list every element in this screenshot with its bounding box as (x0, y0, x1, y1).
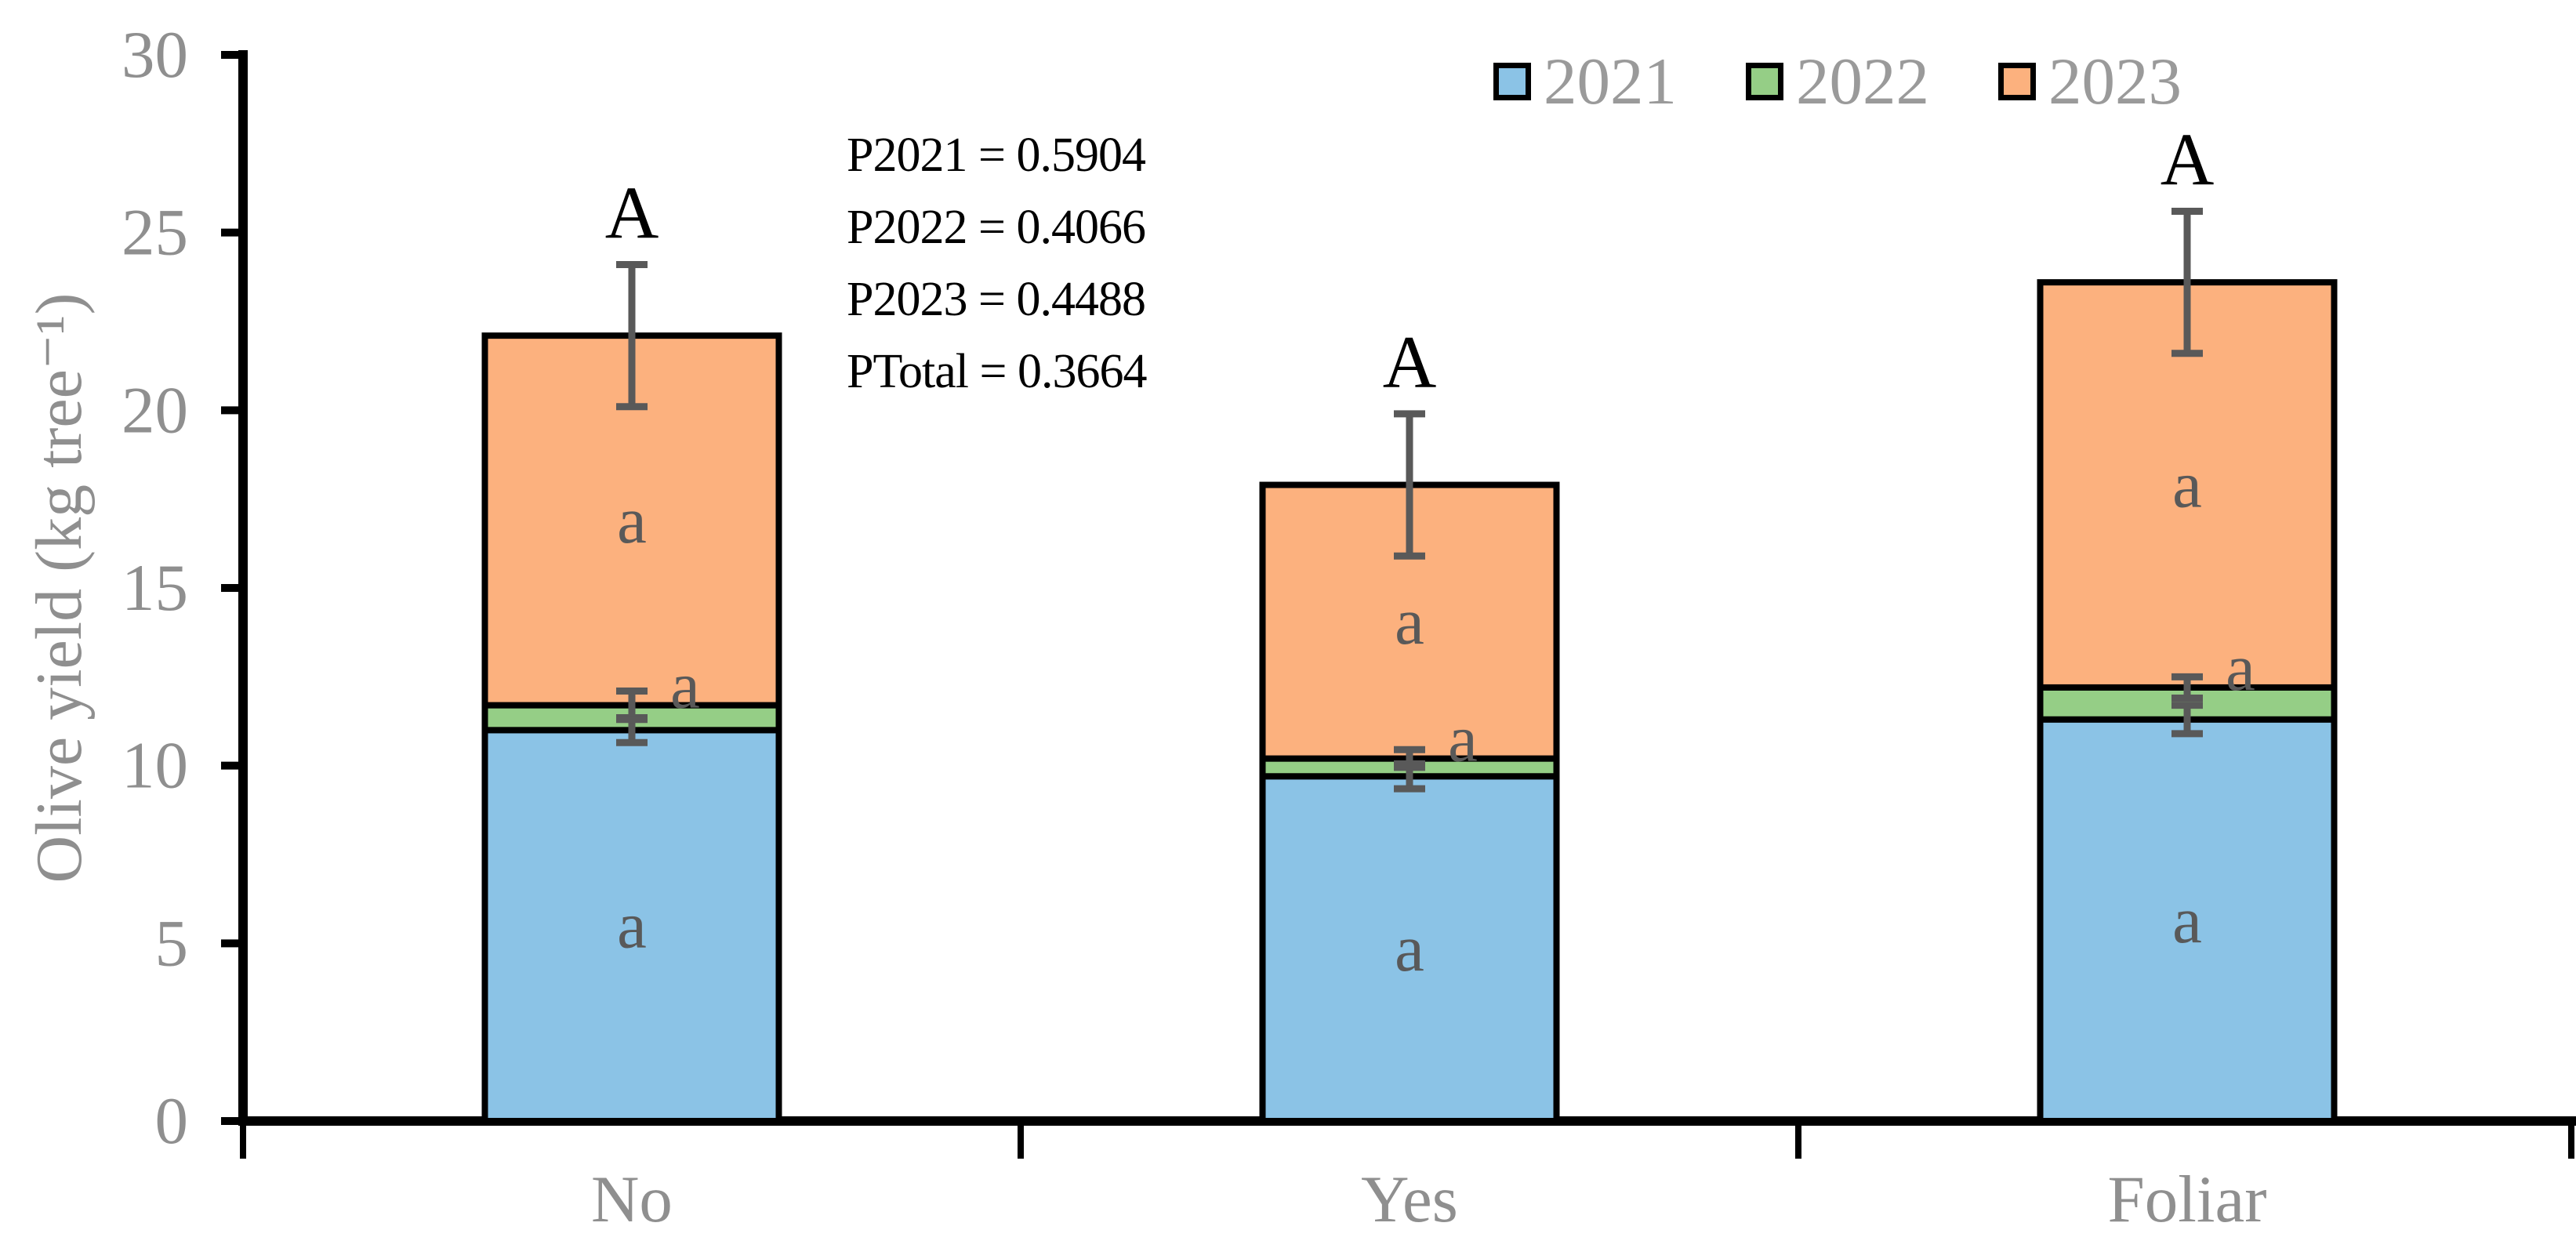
segment-letter-2023: a (1395, 585, 1424, 659)
pvalue-line-2022: P2022 = 0.4066 (847, 201, 1146, 254)
segment-letter-2023: a (617, 484, 647, 557)
legend: 2021 2022 2023 (1493, 44, 2182, 119)
segment-letter-2021: a (617, 889, 647, 963)
x-category-label: Foliar (2107, 1163, 2266, 1236)
y-axis-title: Olive yield (kg tree⁻¹) (23, 292, 96, 883)
pvalue-line-2023: P2023 = 0.4488 (847, 273, 1146, 326)
significance-letter-total: A (1383, 321, 1437, 404)
pvalue-line-total: PTotal = 0.3664 (847, 345, 1147, 398)
significance-letter-total: A (605, 172, 659, 255)
y-tick-label: 10 (122, 729, 188, 803)
x-category-label: No (591, 1163, 673, 1236)
y-tick-label: 30 (122, 18, 188, 92)
y-tick-label: 15 (122, 551, 188, 625)
y-tick-label: 0 (155, 1084, 189, 1158)
legend-swatch-2023 (1998, 63, 2036, 100)
legend-label-2022: 2022 (1796, 44, 1929, 118)
segment-letter-2021: a (1395, 912, 1424, 985)
bar-segment-2021-Foliar (2037, 716, 2338, 1124)
y-tick-label: 5 (155, 906, 189, 980)
legend-swatch-2022 (1746, 63, 1783, 100)
pvalue-annotations: P2021 = 0.5904 P2022 = 0.4066 P2023 = 0.… (847, 119, 1147, 408)
bar-segment-2021-No (481, 727, 782, 1124)
significance-letter-total: A (2161, 118, 2215, 201)
legend-label-2021: 2021 (1544, 44, 1677, 118)
y-tick-label: 25 (122, 196, 188, 270)
legend-item-2022: 2022 (1746, 44, 1929, 118)
legend-swatch-2021 (1493, 63, 1531, 100)
segment-letter-2022: a (1448, 702, 1478, 776)
legend-item-2023: 2023 (1998, 44, 2182, 118)
bar-segment-2021-Yes (1259, 773, 1560, 1124)
segment-letter-2022: a (670, 649, 700, 723)
x-category-label: Yes (1361, 1163, 1458, 1236)
legend-item-2021: 2021 (1493, 44, 1677, 118)
y-tick-label: 20 (122, 373, 188, 447)
segment-letter-2023: a (2172, 448, 2202, 522)
legend-label-2023: 2023 (2048, 44, 2182, 118)
segment-letter-2022: a (2226, 631, 2255, 705)
segment-letter-2021: a (2172, 883, 2202, 957)
pvalue-line-2021: P2021 = 0.5904 (847, 129, 1146, 182)
